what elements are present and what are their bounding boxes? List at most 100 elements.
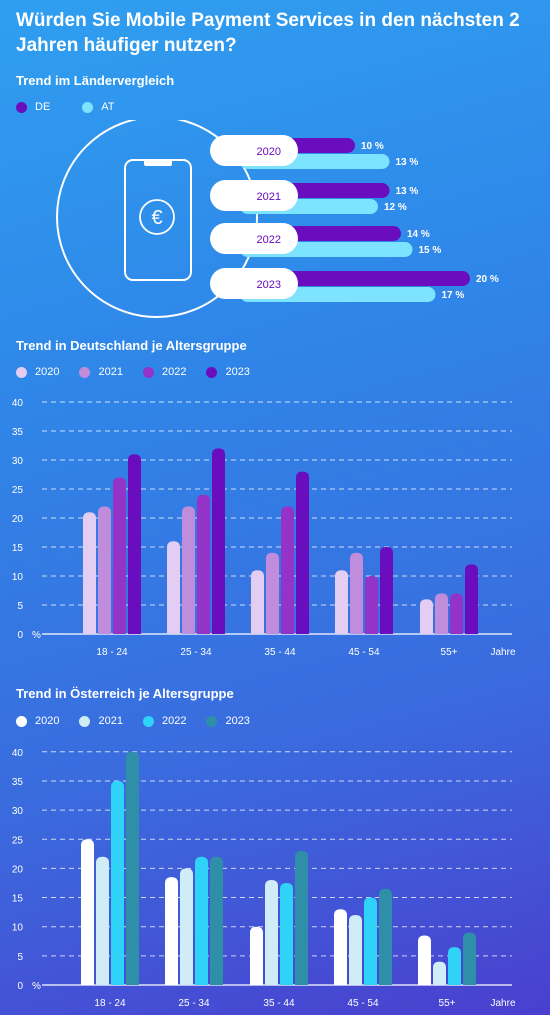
bar-45-54-2020 [334, 909, 347, 985]
data-label-de-2021: 13 % [396, 186, 419, 197]
bar-18-24-2020 [81, 839, 94, 985]
bar-55+-2021 [433, 961, 446, 985]
y-tick-label: 10 [12, 572, 24, 583]
y-tick-label: 15 [12, 894, 24, 905]
legend-swatch-2022 [142, 366, 154, 378]
x-tick-label: 25 - 34 [178, 998, 210, 1009]
phone-circle [56, 120, 258, 318]
legend-swatch-2021 [79, 715, 91, 727]
y-tick-label: 5 [17, 952, 23, 963]
bar-25-34-2021 [182, 506, 195, 634]
data-label-de-2020: 10 % [361, 141, 384, 152]
bar-55+-2020 [420, 599, 433, 634]
bar-18-24-2023 [126, 751, 139, 985]
at-legend: 2020 2021 2022 2023 [16, 715, 250, 727]
bar-45-54-2022 [365, 576, 378, 634]
legend-label-at: AT [101, 101, 115, 113]
legend-swatch-2023 [206, 715, 218, 727]
legend-label-2023: 2023 [225, 715, 250, 727]
legend-swatch-2020 [16, 366, 27, 378]
y-tick-label: 10 [12, 923, 24, 934]
at-chart-title: Trend in Österreich je Altersgruppe [16, 686, 234, 701]
bar-35-44-2022 [281, 506, 294, 634]
legend-swatch-at [82, 101, 94, 113]
bar-45-54-2021 [349, 915, 362, 985]
legend-label-2020: 2020 [35, 366, 60, 378]
bar-35-44-2020 [251, 570, 264, 634]
legend-label-de: DE [35, 101, 51, 113]
y-tick-label: 0 [17, 630, 23, 641]
legend-item-2023: 2023 [206, 715, 250, 727]
y-tick-label: 30 [12, 456, 24, 467]
data-label-at-2023: 17 % [442, 290, 465, 301]
legend-label-2021: 2021 [98, 366, 123, 378]
country-legend: DE AT [16, 101, 115, 113]
y-tick-label: 25 [12, 835, 24, 846]
y-tick-label: 40 [12, 398, 24, 409]
bar-25-34-2020 [167, 541, 180, 634]
x-tick-label: 35 - 44 [264, 647, 296, 658]
bar-45-54-2023 [379, 888, 392, 985]
year-pill-2020 [210, 135, 298, 166]
y-tick-label: 25 [12, 485, 24, 496]
legend-item-at: AT [82, 101, 115, 113]
bar-18-24-2022 [111, 780, 124, 985]
y-unit-label: % [32, 981, 41, 992]
at-age-group-chart: 0 5 10 15 20 25 30 35 40% 18 - 24 25 - 34 35 - 44 45… [12, 748, 516, 1009]
data-label-at-2022: 15 % [419, 245, 442, 256]
bar-25-34-2022 [195, 856, 208, 985]
bar-55+-2020 [418, 935, 431, 985]
y-tick-label: 30 [12, 806, 24, 817]
svg-text:€: € [151, 207, 162, 229]
x-tick-label: 18 - 24 [96, 647, 128, 658]
x-unit-label: Jahre [490, 998, 515, 1009]
bar-18-24-2021 [98, 506, 111, 634]
bar-35-44-2023 [296, 471, 309, 634]
year-label-2022: 2022 [257, 234, 281, 246]
x-tick-label: 55+ [441, 647, 458, 658]
legend-swatch-2020 [16, 715, 27, 727]
bar-45-54-2023 [380, 547, 393, 634]
y-tick-label: 15 [12, 543, 24, 554]
year-pill-2021 [210, 180, 298, 211]
bar-25-34-2020 [165, 877, 178, 985]
bar-55+-2023 [465, 564, 478, 634]
legend-item-2022: 2022 [142, 366, 187, 378]
legend-item-2023: 2023 [206, 366, 250, 378]
page-title: Würden Sie Mobile Payment Services in de… [16, 10, 520, 56]
y-tick-label: 35 [12, 777, 24, 788]
y-tick-label: 40 [12, 748, 24, 759]
bar-18-24-2022 [113, 477, 126, 634]
bar-35-44-2021 [265, 880, 278, 985]
year-label-2020: 2020 [257, 146, 281, 158]
country-chart-title: Trend im Ländervergleich [16, 73, 175, 88]
x-tick-label: 55+ [439, 998, 456, 1009]
bar-25-34-2022 [197, 494, 210, 634]
data-label-at-2020: 13 % [396, 157, 419, 168]
bar-55+-2021 [435, 593, 448, 634]
x-tick-label: 18 - 24 [94, 998, 126, 1009]
bar-55+-2023 [463, 932, 476, 985]
legend-label-2023: 2023 [225, 366, 250, 378]
legend-swatch-2021 [79, 366, 91, 378]
de-legend: 2020 2021 2022 2023 [16, 366, 250, 378]
bar-35-44-2023 [295, 850, 308, 985]
de-age-group-chart: 0 5 10 15 20 25 30 35 40% 18 - 24 25 - 34 35 - 44 45… [12, 398, 516, 658]
bar-25-34-2023 [210, 856, 223, 985]
x-tick-label: 25 - 34 [180, 647, 212, 658]
year-pill-2022 [210, 223, 298, 254]
legend-label-2021: 2021 [98, 715, 123, 727]
data-label-de-2022: 14 % [407, 229, 430, 240]
bar-35-44-2022 [280, 882, 293, 985]
legend-label-2022: 2022 [161, 366, 187, 378]
bar-45-54-2021 [350, 552, 363, 634]
year-label-2023: 2023 [257, 279, 281, 291]
bar-55+-2022 [450, 593, 463, 634]
legend-item-de: DE [16, 101, 50, 113]
bar-45-54-2022 [364, 897, 377, 985]
legend-item-2021: 2021 [79, 366, 123, 378]
year-pill-2023 [210, 268, 298, 299]
bar-18-24-2020 [83, 512, 96, 634]
x-tick-label: 45 - 54 [347, 998, 379, 1009]
bar-35-44-2021 [266, 552, 279, 634]
